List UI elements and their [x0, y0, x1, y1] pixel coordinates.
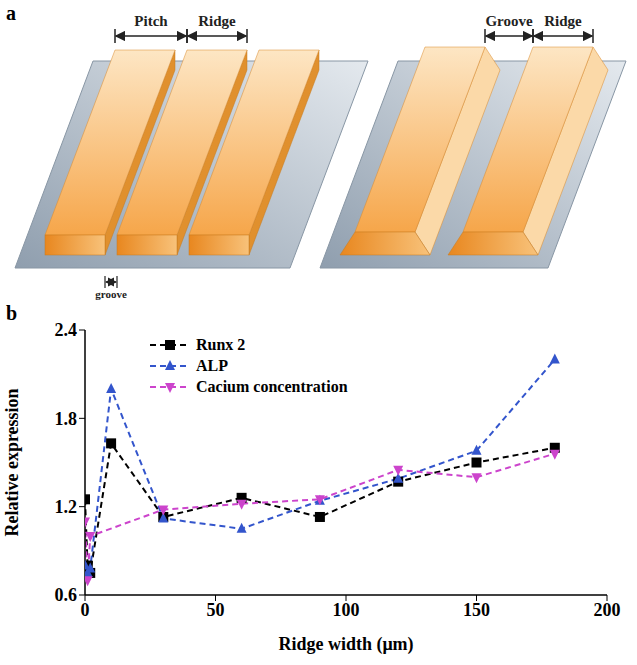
svg-text:Pitch: Pitch: [134, 13, 168, 29]
svg-text:Relative expression: Relative expression: [2, 388, 22, 536]
svg-text:groove: groove: [95, 288, 127, 300]
svg-text:Ridge: Ridge: [198, 13, 236, 29]
svg-text:100: 100: [333, 600, 360, 620]
svg-text:Ridge: Ridge: [544, 13, 582, 29]
svg-text:Ridge width (μm): Ridge width (μm): [278, 634, 413, 655]
svg-text:1.2: 1.2: [55, 497, 78, 517]
svg-text:1.8: 1.8: [55, 409, 78, 429]
html-text:b: b: [6, 302, 18, 324]
html-text:Cacium concentration: Cacium concentration: [196, 377, 348, 395]
svg-text:200: 200: [594, 600, 621, 620]
svg-text:a: a: [6, 2, 16, 24]
svg-text:0: 0: [81, 600, 90, 620]
html-text:ALP: ALP: [196, 356, 228, 374]
svg-text:0.6: 0.6: [55, 585, 78, 605]
html-text:Runx 2: Runx 2: [196, 335, 246, 353]
svg-text:Groove: Groove: [485, 13, 533, 29]
svg-text:50: 50: [207, 600, 225, 620]
svg-text:2.4: 2.4: [55, 320, 78, 340]
svg-text:150: 150: [463, 600, 490, 620]
